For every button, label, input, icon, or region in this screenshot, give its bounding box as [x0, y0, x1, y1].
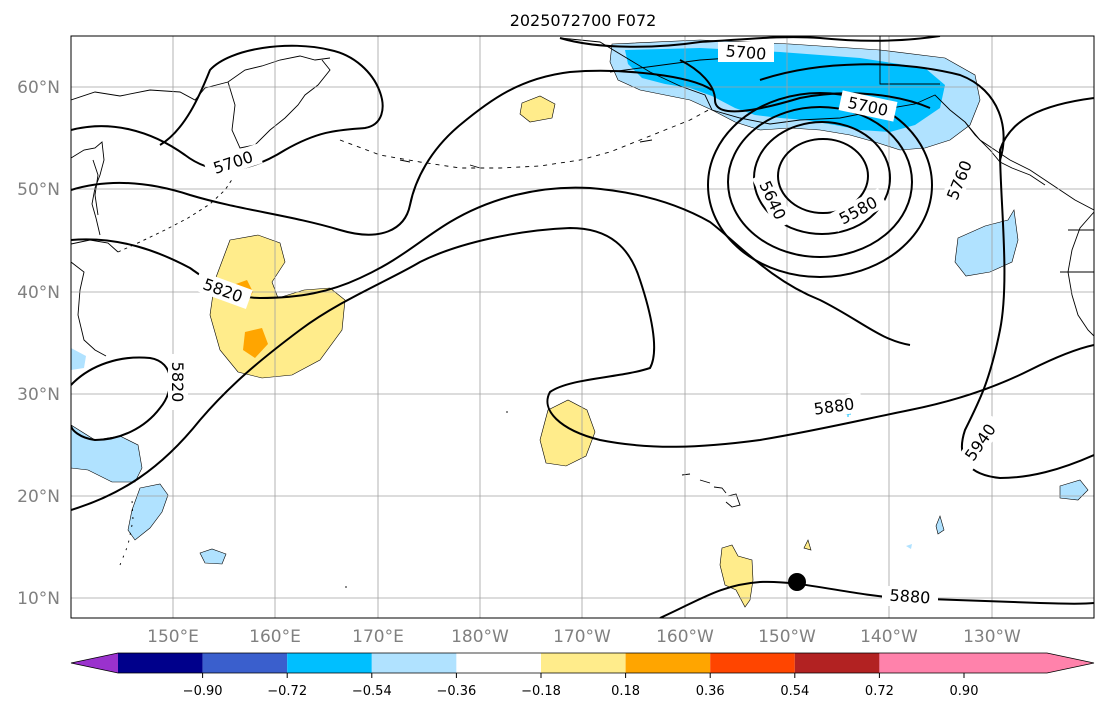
alaska-coast	[559, 37, 1094, 211]
west-edge-negative	[71, 348, 86, 370]
colorbar-tick-label: 0.90	[950, 684, 979, 699]
japan-coast	[71, 261, 107, 357]
colorbar-tick-label: −0.36	[436, 684, 476, 699]
colorbar-outline	[70, 652, 1095, 674]
colorbar-tick-label: 0.36	[696, 684, 725, 699]
contour-low-4	[777, 138, 869, 214]
hokkaido-coast	[71, 239, 119, 253]
small-negative-4	[906, 544, 912, 549]
colorbar-segment-6	[541, 653, 626, 673]
map-panel: 5700 5700 5700 5640 5580 5760 5820 5820 …	[71, 36, 1094, 618]
colorbar-segment-3	[287, 653, 372, 673]
contour-5820-small	[71, 356, 172, 442]
lon-label-150w: 150°W	[758, 627, 816, 647]
colorbar-segment-7	[625, 653, 711, 673]
small-negative-1	[199, 548, 227, 565]
contour-5760-east	[759, 63, 1005, 161]
colorbar-segment-11	[964, 653, 1094, 673]
okhotsk-coast	[71, 141, 105, 236]
siberia-coast	[71, 55, 331, 101]
kamchatka-coast	[227, 59, 331, 149]
map-frame	[70, 35, 1095, 619]
colorbar-segment-9	[794, 653, 880, 673]
lon-label-170w: 170°W	[553, 627, 611, 647]
lon-label-150e: 150°E	[147, 627, 199, 647]
longitude-labels: 150°E 160°E 170°E 180°W 170°W 160°W 150°…	[147, 627, 1021, 647]
colorbar: −0.90 −0.72 −0.54 −0.36 −0.18 0.18 0.36 …	[70, 652, 1095, 699]
small-negative-3	[935, 515, 945, 535]
contour-label-5820-small: 5820	[168, 362, 187, 403]
lon-label-160e: 160°E	[249, 627, 301, 647]
lat-label-10n: 10°N	[17, 589, 60, 609]
izu-islands	[119, 499, 134, 566]
colorbar-tick-label: 0.54	[780, 684, 809, 699]
lat-label-30n: 30°N	[17, 385, 60, 405]
lat-label-20n: 20°N	[17, 487, 60, 507]
positive-core-2	[243, 328, 268, 358]
bering-islands	[399, 139, 653, 169]
colorbar-segment-2	[202, 653, 288, 673]
colorbar-tick-label: 0.18	[611, 684, 640, 699]
contour-label-5700-alaska: 5700	[725, 41, 767, 63]
contour-low-1	[707, 92, 933, 278]
height-contours	[71, 36, 1094, 618]
colorbar-segment-5	[456, 653, 541, 673]
colorbar-segment-1	[118, 653, 203, 673]
aleutian-positive	[519, 95, 556, 123]
mariana-negative	[127, 483, 169, 541]
contour-5760-west	[71, 69, 713, 236]
lon-label-140w: 140°W	[860, 627, 918, 647]
contour-label-5880-south: 5880	[889, 586, 931, 608]
northwest-pacific-positive	[209, 234, 346, 379]
contour-low-2	[727, 106, 913, 258]
colorbar-ticks	[202, 673, 965, 678]
tropical-positive	[719, 544, 754, 608]
lat-label-60n: 60°N	[17, 78, 60, 98]
colorbar-tick-label: −0.54	[352, 684, 392, 699]
coastlines	[71, 36, 1094, 588]
colorbar-tick-label: −0.18	[521, 684, 561, 699]
kuril-islands	[117, 177, 234, 253]
colorbar-tick-label: 0.72	[865, 684, 894, 699]
lon-label-130w: 130°W	[963, 627, 1021, 647]
colorbar-segment-4	[371, 653, 457, 673]
contour-5700-alaska	[559, 36, 941, 48]
colorbar-segment-10	[879, 653, 964, 673]
us-west-coast	[1067, 211, 1094, 337]
contour-5880-north	[71, 226, 1094, 511]
hawaii-islands	[681, 473, 741, 508]
lon-label-180w: 180°W	[451, 627, 509, 647]
lon-label-170e: 170°E	[352, 627, 404, 647]
colorbar-segment-8	[710, 653, 795, 673]
contour-5700-low	[679, 59, 931, 113]
colorbar-tick-label: −0.72	[267, 684, 307, 699]
latitude-labels: 60°N 50°N 40°N 30°N 20°N 10°N	[17, 78, 60, 609]
positive-anomaly-areas	[209, 95, 812, 608]
small-positive	[803, 539, 812, 551]
lat-label-50n: 50°N	[17, 180, 60, 200]
contour-5700-west	[71, 44, 384, 171]
colorbar-segment-0	[71, 653, 118, 673]
canada-border	[879, 36, 940, 85]
station-marker	[788, 573, 806, 591]
colorbar-tick-label: −0.90	[183, 684, 223, 699]
lat-label-40n: 40°N	[17, 283, 60, 303]
map-title: 2025072700 F072	[510, 11, 657, 30]
lon-label-160w: 160°W	[656, 627, 714, 647]
